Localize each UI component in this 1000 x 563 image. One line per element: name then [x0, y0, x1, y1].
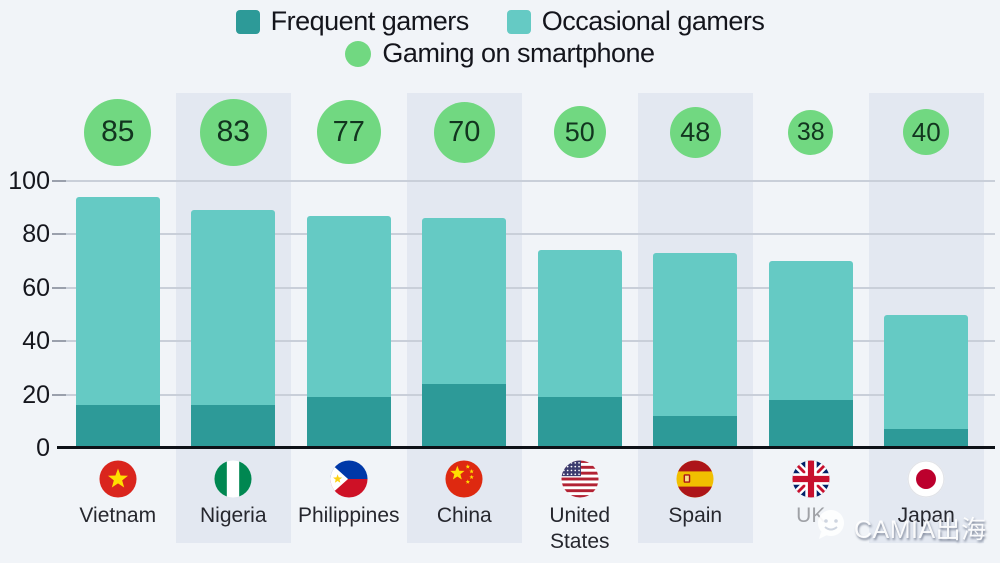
flag-philippines-icon: [330, 460, 368, 503]
watermark-text: CAMIA出海: [854, 515, 987, 544]
category-label: Vietnam: [79, 504, 157, 527]
smartphone-gaming-bubble: 83: [199, 98, 267, 166]
category-label: Japan: [897, 504, 955, 527]
flag-uk-icon: [792, 460, 830, 503]
y-axis-tick-label: 40: [22, 327, 50, 356]
frequent-gamers-swatch-icon: [235, 9, 260, 34]
occasional-gamers-bar-segment: [537, 250, 622, 398]
smartphone-gaming-bubble: 50: [553, 106, 606, 158]
x-axis-line: [57, 446, 995, 449]
gridline: [57, 340, 995, 343]
category-label: Spain: [668, 504, 723, 527]
flag-nigeria-icon: [214, 460, 252, 503]
occasional-gamers-bar-segment: [422, 218, 507, 384]
smartphone-gaming-bubble: 48: [669, 106, 721, 158]
legend-item-occasional: Occasional gamers: [506, 6, 765, 37]
occasional-gamers-swatch-icon: [506, 9, 531, 34]
occasional-gamers-bar-segment: [191, 210, 276, 406]
frequent-gamers-bar-segment: [884, 429, 969, 449]
occasional-gamers-bar-segment: [884, 314, 969, 430]
category-label: Philippines: [297, 504, 400, 527]
axis-tick: [52, 233, 66, 236]
category-label: UK: [796, 504, 826, 527]
y-axis-tick-label: 80: [22, 220, 50, 249]
axis-tick: [52, 286, 66, 289]
frequent-gamers-bar-segment: [653, 415, 738, 449]
smartphone-gaming-bubble: 85: [84, 98, 152, 166]
legend-item-frequent: Frequent gamers: [235, 6, 470, 37]
axis-tick: [52, 180, 66, 182]
category-label: Nigeria: [199, 504, 267, 527]
frequent-gamers-bar-segment: [75, 405, 160, 449]
frequent-gamers-bar-segment: [306, 397, 391, 449]
frequent-gamers-bar-segment: [422, 383, 507, 449]
category-label: China: [436, 504, 492, 527]
y-axis-tick-label: 60: [22, 273, 50, 302]
frequent-gamers-bar-segment: [768, 399, 853, 449]
legend-item-smartphone: Gaming on smartphone: [345, 38, 655, 69]
category-label: United States: [549, 504, 611, 553]
smartphone-gaming-swatch-icon: [345, 40, 372, 67]
flag-spain-icon: [676, 460, 714, 503]
legend-label: Gaming on smartphone: [382, 38, 655, 68]
legend-row-2: Gaming on smartphone: [345, 38, 655, 69]
flag-japan-icon: [907, 460, 945, 503]
smartphone-gaming-bubble: 40: [903, 109, 950, 155]
gridline: [57, 286, 995, 289]
smartphone-gaming-bubble: 77: [316, 100, 381, 164]
occasional-gamers-bar-segment: [768, 261, 853, 400]
axis-tick: [52, 340, 66, 343]
y-axis-tick-label: 100: [8, 167, 50, 195]
gridline: [57, 393, 995, 396]
axis-tick: [52, 393, 66, 396]
legend-label: Occasional gamers: [541, 6, 765, 36]
flag-vietnam-icon: [99, 460, 137, 503]
gridline: [57, 233, 995, 236]
chat-bubble-icon: [812, 506, 850, 549]
occasional-gamers-bar-segment: [306, 215, 391, 398]
legend-label: Frequent gamers: [270, 6, 470, 36]
y-axis-tick-label: 20: [22, 380, 50, 409]
frequent-gamers-bar-segment: [191, 405, 276, 449]
watermark: CAMIA出海: [812, 506, 987, 549]
flag-china-icon: [445, 460, 483, 503]
y-axis-tick-label: 0: [36, 434, 50, 462]
flag-united-states-icon: [561, 460, 599, 503]
gridline: [57, 180, 995, 182]
occasional-gamers-bar-segment: [653, 253, 738, 416]
smartphone-gaming-bubble: 38: [788, 109, 834, 155]
smartphone-gaming-bubble: 70: [433, 101, 495, 163]
frequent-gamers-bar-segment: [537, 397, 622, 449]
occasional-gamers-bar-segment: [75, 197, 160, 406]
legend-row-1: Frequent gamers Occasional gamers: [235, 6, 765, 37]
legend: Frequent gamers Occasional gamers Gaming…: [0, 6, 1000, 69]
